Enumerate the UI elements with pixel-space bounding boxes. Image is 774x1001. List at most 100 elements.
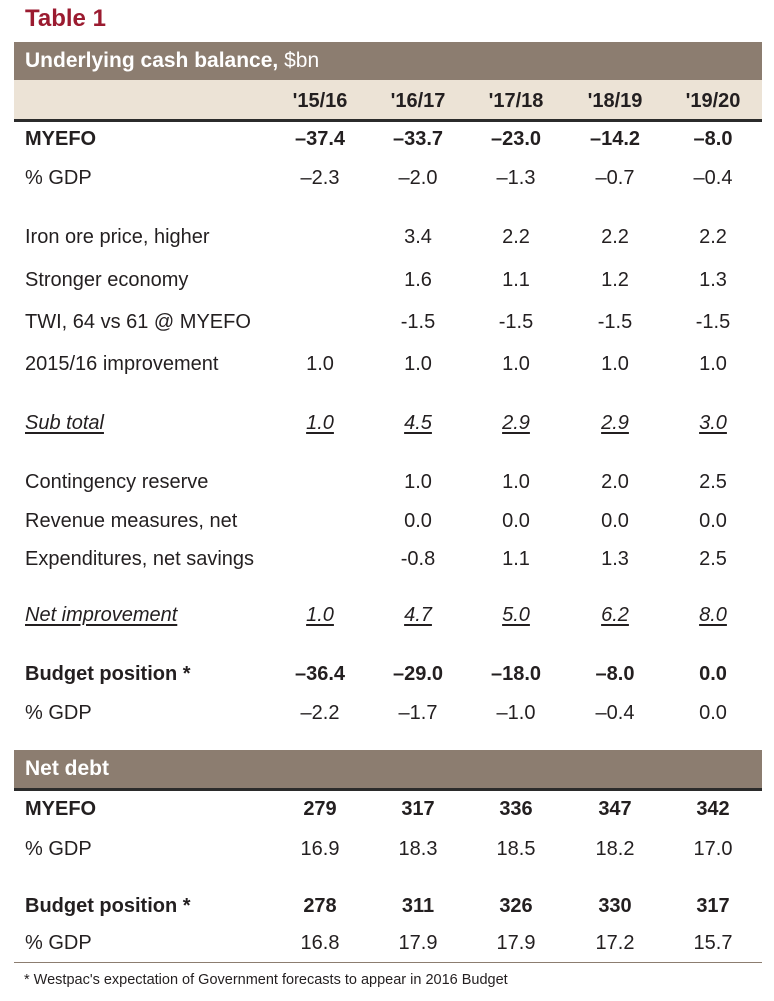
table-cell: 1.0 [306, 353, 334, 375]
table-cell: 1.0 [306, 604, 334, 626]
cash-section-title: Underlying cash balance, [25, 49, 279, 72]
table-row: Budget position * 278 311 326 330 317 [25, 891, 762, 921]
table-cell: -1.5 [597, 311, 633, 333]
table-cell: –0.4 [693, 167, 733, 189]
table-cell: –2.3 [300, 167, 340, 189]
column-header-band [14, 80, 762, 119]
table-row: % GDP –2.2 –1.7 –1.0 –0.4 0.0 [25, 698, 762, 728]
table-cell: 326 [499, 895, 533, 917]
row-label: MYEFO [25, 798, 97, 820]
table-cell: 342 [696, 798, 730, 820]
table-cell: 2.5 [699, 471, 727, 493]
row-label: Budget position * [25, 663, 191, 685]
subtotal-row: Sub total 1.0 4.5 2.9 2.9 3.0 [25, 408, 762, 438]
table-cell: –36.4 [294, 663, 346, 685]
table-cell: -1.5 [695, 311, 731, 333]
table-cell: 18.5 [496, 838, 536, 860]
table-cell: –18.0 [490, 663, 542, 685]
footnote-divider [14, 962, 762, 963]
table-cell: 4.5 [404, 412, 432, 434]
table-cell: 2.5 [699, 548, 727, 570]
table-cell: 1.1 [502, 269, 530, 291]
table-cell: –2.0 [398, 167, 438, 189]
table-cell: 0.0 [404, 510, 432, 532]
row-label: Stronger economy [25, 269, 189, 291]
table-cell: 1.3 [699, 269, 727, 291]
table-cell: 18.3 [398, 838, 438, 860]
table-cell: 0.0 [601, 510, 629, 532]
column-header: '19/20 [685, 90, 741, 112]
table-cell: 5.0 [502, 604, 530, 626]
table-cell: -0.8 [400, 548, 436, 570]
table-cell: 2.0 [601, 471, 629, 493]
column-header: '16/17 [390, 90, 446, 112]
table-cell: 317 [696, 895, 730, 917]
table-row: % GDP 16.9 18.3 18.5 18.2 17.0 [25, 834, 762, 864]
debt-section-title: Net debt [25, 757, 109, 780]
row-label: % GDP [25, 702, 92, 724]
cash-section-header: Underlying cash balance, $bn [14, 42, 762, 80]
table-row: % GDP 16.8 17.9 17.9 17.2 15.7 [25, 928, 762, 958]
table-cell: 17.2 [595, 932, 635, 954]
row-label: % GDP [25, 932, 92, 954]
column-header: '15/16 [292, 90, 348, 112]
row-label: Net improvement [25, 604, 178, 626]
row-label: TWI, 64 vs 61 @ MYEFO [25, 311, 251, 333]
column-header-row: '15/16 '16/17 '17/18 '18/19 '19/20 [25, 86, 762, 116]
table-cell: –1.3 [496, 167, 536, 189]
table-cell: –1.7 [398, 702, 438, 724]
row-label: % GDP [25, 838, 92, 860]
table-cell: –37.4 [294, 128, 346, 150]
table-cell: 2.2 [502, 226, 530, 248]
table-cell: 8.0 [699, 604, 727, 626]
table-row: % GDP –2.3 –2.0 –1.3 –0.7 –0.4 [25, 163, 762, 193]
column-header: '18/19 [587, 90, 643, 112]
table-cell: -1.5 [400, 311, 436, 333]
debt-divider [14, 788, 762, 791]
table-cell: 278 [303, 895, 337, 917]
table-cell: 317 [401, 798, 435, 820]
table-cell: 0.0 [699, 510, 727, 532]
table-cell: 16.8 [300, 932, 340, 954]
table-cell: 2.9 [601, 412, 629, 434]
row-label: Revenue measures, net [25, 510, 238, 532]
table-cell: 17.9 [398, 932, 438, 954]
table-cell: 6.2 [601, 604, 629, 626]
table-cell: 1.3 [601, 548, 629, 570]
table-cell: –14.2 [589, 128, 641, 150]
table-cell: –2.2 [300, 702, 340, 724]
row-label: Iron ore price, higher [25, 226, 210, 248]
table-cell: –23.0 [490, 128, 542, 150]
table-row: 2015/16 improvement 1.0 1.0 1.0 1.0 1.0 [25, 349, 762, 379]
header-divider [14, 119, 762, 122]
table-row: MYEFO 279 317 336 347 342 [25, 794, 762, 824]
table-cell: 2.2 [699, 226, 727, 248]
table-cell: 1.1 [502, 548, 530, 570]
row-label: Contingency reserve [25, 471, 209, 493]
table-cell: 336 [499, 798, 533, 820]
table-cell: 1.0 [306, 412, 334, 434]
column-header: '17/18 [488, 90, 544, 112]
table-cell: 1.0 [404, 353, 432, 375]
table-row: TWI, 64 vs 61 @ MYEFO -1.5 -1.5 -1.5 -1.… [25, 307, 762, 337]
table-cell: 330 [598, 895, 632, 917]
table-cell: 16.9 [300, 838, 340, 860]
debt-section-header: Net debt [14, 750, 762, 788]
table-cell: 1.0 [601, 353, 629, 375]
table-cell: –0.4 [595, 702, 635, 724]
table-cell: –1.0 [496, 702, 536, 724]
table-cell: 17.9 [496, 932, 536, 954]
table-cell: 18.2 [595, 838, 635, 860]
table-cell: 1.6 [404, 269, 432, 291]
footnote: * Westpac's expectation of Government fo… [24, 972, 508, 988]
table-cell: 1.0 [502, 471, 530, 493]
table-cell: 0.0 [502, 510, 530, 532]
table-cell: 279 [303, 798, 337, 820]
table-row: MYEFO –37.4 –33.7 –23.0 –14.2 –8.0 [25, 124, 762, 154]
table-cell: –0.7 [595, 167, 635, 189]
table-cell: 347 [598, 798, 632, 820]
table-cell: –29.0 [392, 663, 444, 685]
table-cell: 1.2 [601, 269, 629, 291]
row-label: Expenditures, net savings [25, 548, 255, 570]
cash-section-unit: $bn [278, 49, 320, 72]
